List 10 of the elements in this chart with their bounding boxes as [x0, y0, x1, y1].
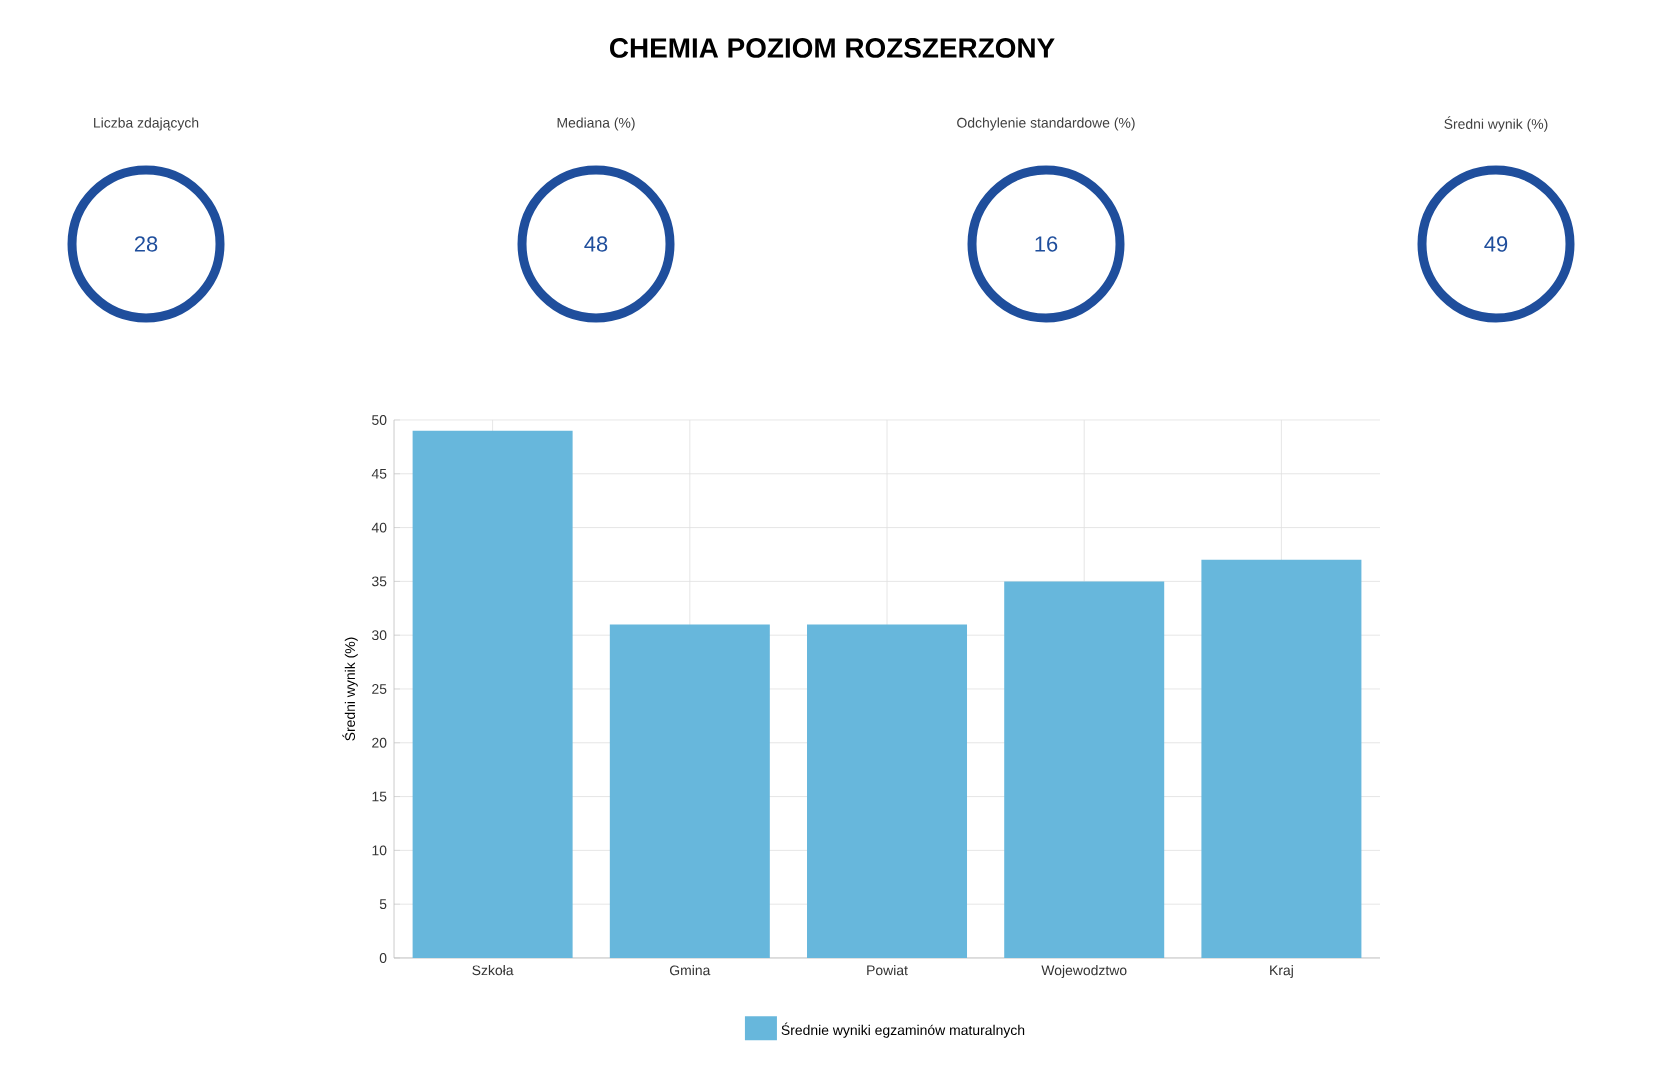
bar — [412, 430, 573, 958]
text: CHEMIA POZIOM ROZSZERZONY — [610, 38, 1055, 58]
data-label: 48 — [584, 236, 608, 252]
data-label: 16 — [1035, 236, 1058, 252]
bar — [1004, 581, 1165, 958]
data-label: 28 — [134, 236, 158, 252]
bar — [807, 624, 968, 958]
bar — [1201, 559, 1362, 958]
bar — [609, 624, 770, 958]
data-label: 49 — [1484, 236, 1508, 252]
